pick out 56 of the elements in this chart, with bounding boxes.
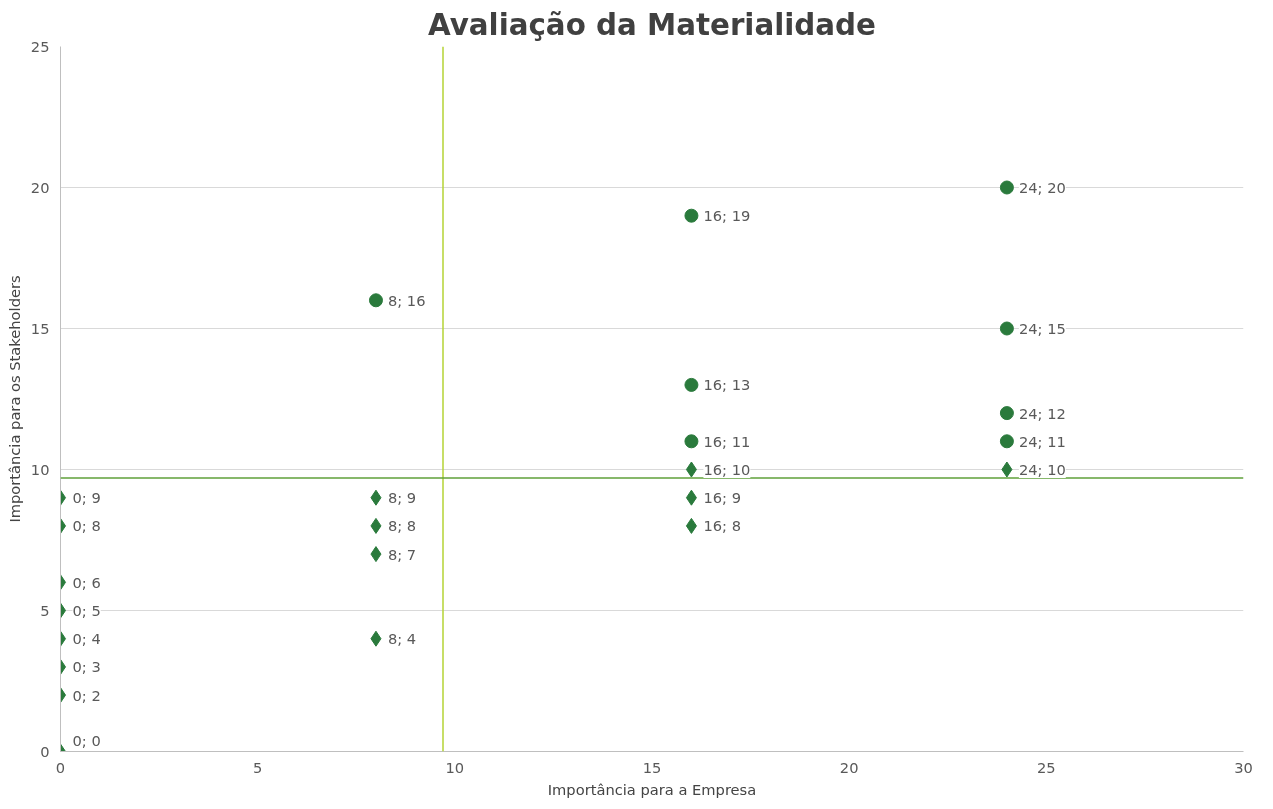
x-tick-label: 10 <box>445 758 465 776</box>
point <box>999 406 1014 421</box>
data-label: 16; 19 <box>703 207 751 225</box>
data-label: 8; 8 <box>387 517 417 535</box>
x-tick-label: 20 <box>839 758 859 776</box>
data-label: 0; 8 <box>72 517 101 535</box>
data-label: 0; 4 <box>72 630 101 648</box>
y-tick-label: 10 <box>30 460 50 478</box>
x-tick-label: 15 <box>642 758 662 776</box>
chart-title: Avaliação da Materialidade <box>428 7 876 42</box>
data-label: 16; 8 <box>703 517 742 535</box>
point <box>684 377 699 392</box>
data-label: 16; 11 <box>703 432 751 450</box>
point <box>368 293 383 308</box>
data-label: 16; 13 <box>703 376 751 394</box>
data-label: 0; 9 <box>72 489 101 507</box>
point <box>684 208 699 223</box>
data-label: 0; 0 <box>72 731 101 749</box>
point <box>999 180 1014 195</box>
y-tick-label: 20 <box>30 178 50 196</box>
point <box>370 546 382 563</box>
data-label: 16; 9 <box>703 489 742 507</box>
point <box>684 434 699 449</box>
data-label: 8; 16 <box>387 291 426 309</box>
point <box>999 321 1014 336</box>
data-label: 8; 7 <box>387 545 417 563</box>
data-label: 0; 3 <box>72 658 101 676</box>
x-tick-label: 0 <box>55 758 66 776</box>
data-label: 24; 15 <box>1018 320 1066 337</box>
data-label: 24; 12 <box>1018 404 1066 422</box>
x-axis-title: Importância para a Empresa <box>547 780 757 798</box>
point <box>370 517 382 534</box>
y-tick-label: 15 <box>30 319 50 337</box>
data-label: 24; 11 <box>1018 432 1066 450</box>
data-label: 0; 2 <box>72 686 101 704</box>
y-axis-title: Importância para os Stakeholders <box>5 275 23 523</box>
x-tick-label: 25 <box>1037 758 1056 776</box>
data-label: 8; 4 <box>387 630 417 648</box>
x-tick-label: 30 <box>1234 758 1253 776</box>
data-label: 24; 10 <box>1018 461 1066 478</box>
x-tick-label: 5 <box>253 758 263 776</box>
data-label: 16; 10 <box>703 461 751 478</box>
data-label: 0; 5 <box>72 602 101 619</box>
point <box>1001 461 1013 478</box>
point <box>370 489 382 506</box>
data-label: 24; 20 <box>1018 179 1066 196</box>
point <box>999 434 1014 449</box>
y-tick-label: 25 <box>30 37 50 55</box>
point <box>685 489 697 506</box>
point <box>685 517 697 534</box>
point <box>685 461 697 478</box>
data-label: 8; 9 <box>387 489 417 507</box>
y-tick-label: 0 <box>40 742 50 760</box>
point <box>370 630 382 647</box>
y-tick-label: 5 <box>40 601 50 619</box>
data-label: 0; 6 <box>72 573 101 591</box>
